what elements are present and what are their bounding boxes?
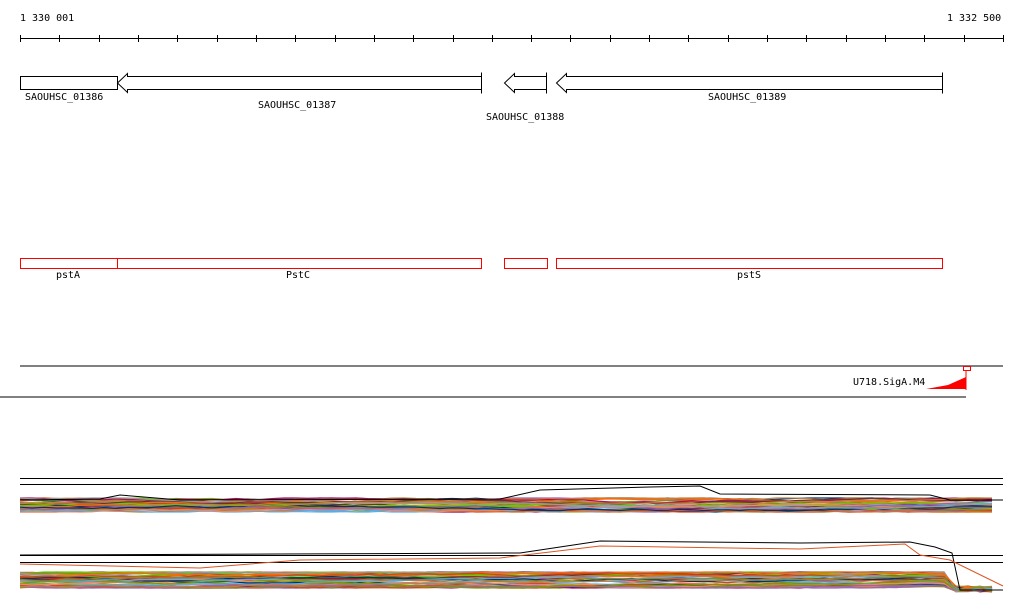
annotation-label[interactable]: PstC	[286, 270, 311, 281]
signal-marker-handle[interactable]	[963, 366, 971, 371]
gene-track	[20, 72, 943, 94]
profile-line	[19, 578, 993, 591]
profile-line	[19, 540, 1003, 591]
profile-line	[19, 578, 993, 592]
annotation-box[interactable]	[20, 258, 118, 269]
profile-line	[19, 497, 993, 510]
annotation-track	[20, 258, 943, 269]
profile-line	[19, 543, 1004, 587]
annotation-box[interactable]	[556, 258, 943, 269]
expression-profiles	[19, 478, 1004, 593]
gene-arrow[interactable]	[116, 72, 482, 94]
gene-label[interactable]: SAOUHSC_01388	[486, 112, 565, 123]
gene-label[interactable]: SAOUHSC_01386	[25, 92, 104, 103]
profile-line	[19, 497, 993, 505]
profile-line	[20, 497, 993, 504]
signal-peak[interactable]	[926, 377, 966, 389]
gene-arrow[interactable]	[503, 72, 547, 94]
profile-line	[19, 501, 993, 508]
gene-label[interactable]: SAOUHSC_01389	[708, 92, 787, 103]
profile-line	[19, 571, 993, 592]
signal-track	[0, 365, 1003, 398]
profile-line	[19, 504, 993, 512]
ruler-start-label: 1 330 001	[20, 13, 75, 24]
coordinate-ruler	[20, 35, 1004, 42]
gene-label[interactable]: SAOUHSC_01387	[258, 100, 337, 111]
profile-line	[19, 575, 993, 591]
annotation-box[interactable]	[117, 258, 482, 269]
profile-line	[19, 576, 993, 593]
ruler-end-label: 1 332 500	[947, 13, 1002, 24]
track-label: U718.SigA.M4	[853, 377, 926, 388]
profile-line	[19, 485, 1003, 501]
annotation-box[interactable]	[504, 258, 548, 269]
gene-arrow[interactable]	[555, 72, 943, 94]
gene-box[interactable]	[20, 76, 118, 90]
annotation-label[interactable]: pstS	[737, 270, 762, 281]
annotation-label[interactable]: pstA	[56, 270, 81, 281]
